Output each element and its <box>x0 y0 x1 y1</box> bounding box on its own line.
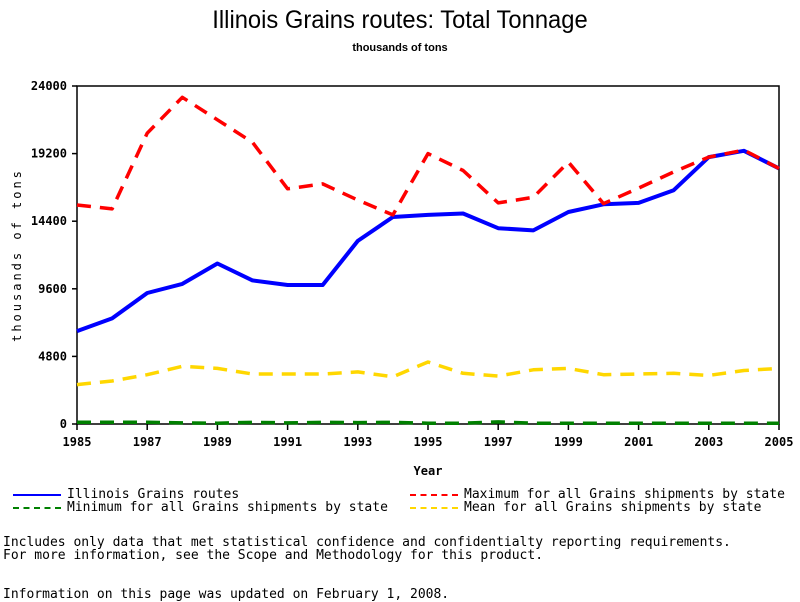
x-tick-label: 1985 <box>63 435 92 449</box>
note-methodology: For more information, see the Scope and … <box>3 548 543 563</box>
legend-swatch-dashed-yellow <box>410 507 458 509</box>
series-layer <box>77 97 779 423</box>
x-tick-label: 1987 <box>133 435 162 449</box>
x-tick-label: 1993 <box>343 435 372 449</box>
y-tick-label: 9600 <box>38 282 67 296</box>
x-tick-label: 1991 <box>273 435 302 449</box>
legend-item-mean: Mean for all Grains shipments by state <box>410 500 761 515</box>
legend-label: Mean for all Grains shipments by state <box>464 500 761 515</box>
y-tick-label: 24000 <box>31 79 67 93</box>
legend-swatch-dashed-green <box>13 507 61 509</box>
x-tick-label: 2003 <box>694 435 723 449</box>
x-tick-label: 2005 <box>765 435 794 449</box>
line-chart: 0 4800 9600 14400 19200 24000 1985 1987 1989 1991… <box>0 0 800 480</box>
x-tick-label: 1995 <box>414 435 443 449</box>
legend-item-minimum: Minimum for all Grains shipments by stat… <box>13 500 388 515</box>
x-tick-label: 1999 <box>554 435 583 449</box>
series-line-maximum <box>77 97 779 215</box>
legend-swatch-dashed-red <box>410 494 458 496</box>
y-axis-label: thousands of tons <box>10 168 24 342</box>
legend-swatch-solid-blue <box>13 494 61 496</box>
x-tick-label: 1989 <box>203 435 232 449</box>
x-axis-label: Year <box>414 464 443 478</box>
y-tick-label: 0 <box>60 417 67 431</box>
x-tick-label: 2001 <box>624 435 653 449</box>
legend-label: Minimum for all Grains shipments by stat… <box>67 500 388 515</box>
series-line-minimum <box>77 422 779 423</box>
y-tick-label: 19200 <box>31 147 67 161</box>
series-line-illinois <box>77 151 779 331</box>
y-tick-label: 4800 <box>38 349 67 363</box>
x-tick-label: 1997 <box>484 435 513 449</box>
y-tick-label: 14400 <box>31 214 67 228</box>
